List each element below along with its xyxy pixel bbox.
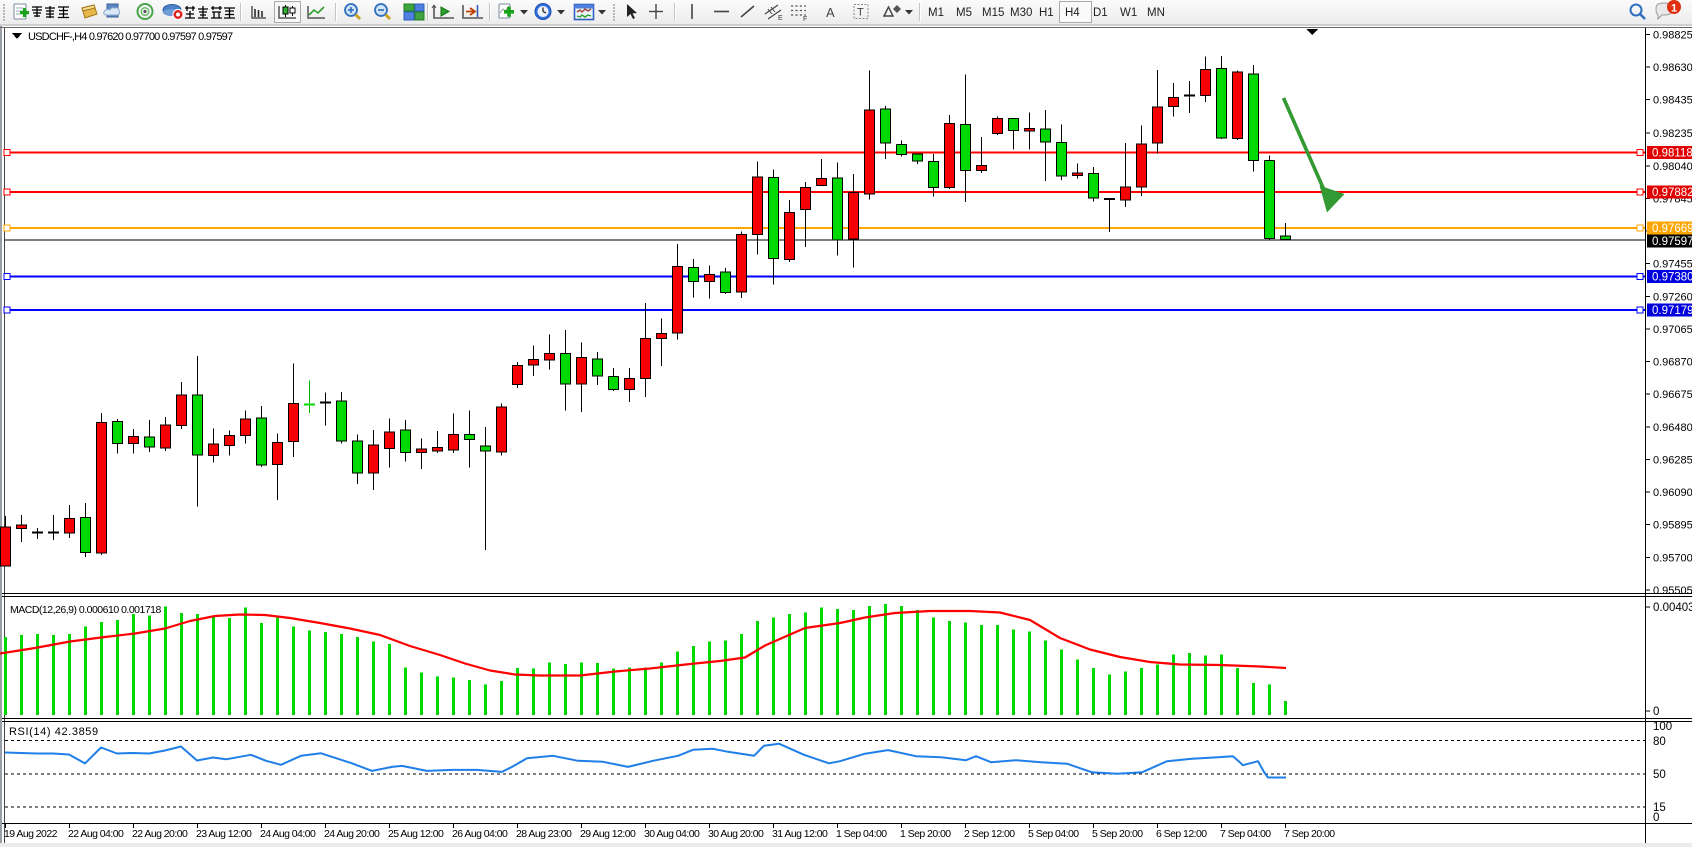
svg-text:50: 50 — [1653, 769, 1666, 781]
svg-text:22 Aug 20:00: 22 Aug 20:00 — [132, 828, 188, 840]
svg-text:30 Aug 20:00: 30 Aug 20:00 — [708, 828, 764, 840]
svg-text:0.98630: 0.98630 — [1653, 62, 1692, 74]
svg-text:5 Sep 20:00: 5 Sep 20:00 — [1092, 828, 1143, 840]
svg-text:0.97260: 0.97260 — [1653, 291, 1692, 303]
svg-text:E: E — [778, 15, 783, 22]
svg-text:0.98118: 0.98118 — [1652, 148, 1692, 160]
svg-text:7 Sep 20:00: 7 Sep 20:00 — [1284, 828, 1335, 840]
svg-text:USDCHF-,H4 0.97620 0.97700 0.: USDCHF-,H4 0.97620 0.97700 0.97597 0.975… — [28, 31, 233, 43]
svg-text:25 Aug 12:00: 25 Aug 12:00 — [388, 828, 444, 840]
svg-text:0.96285: 0.96285 — [1653, 454, 1692, 466]
svg-text:22 Aug 04:00: 22 Aug 04:00 — [68, 828, 124, 840]
svg-text:31 Aug 12:00: 31 Aug 12:00 — [772, 828, 828, 840]
svg-text:M1: M1 — [928, 7, 944, 19]
svg-text:0.97380: 0.97380 — [1652, 272, 1692, 284]
svg-text:5 Sep 04:00: 5 Sep 04:00 — [1028, 828, 1079, 840]
svg-text:0: 0 — [1653, 706, 1659, 718]
svg-text:0.96870: 0.96870 — [1653, 357, 1692, 369]
svg-text:H1: H1 — [1039, 7, 1054, 19]
svg-text:24 Aug 04:00: 24 Aug 04:00 — [260, 828, 316, 840]
svg-text:26 Aug 04:00: 26 Aug 04:00 — [452, 828, 508, 840]
svg-text:28 Aug 23:00: 28 Aug 23:00 — [516, 828, 572, 840]
svg-text:0.98825: 0.98825 — [1653, 30, 1692, 42]
svg-text:0.98040: 0.98040 — [1653, 161, 1692, 173]
svg-text:M15: M15 — [982, 7, 1004, 19]
svg-text:2 Sep 12:00: 2 Sep 12:00 — [964, 828, 1015, 840]
svg-text:1: 1 — [1671, 3, 1677, 15]
svg-text:MACD(12,26,9) 0.000610 0.00171: MACD(12,26,9) 0.000610 0.001718 — [10, 604, 162, 616]
svg-text:0.96675: 0.96675 — [1653, 389, 1692, 401]
svg-text:0: 0 — [1653, 812, 1659, 824]
svg-text:30 Aug 04:00: 30 Aug 04:00 — [644, 828, 700, 840]
svg-text:0.97597: 0.97597 — [1652, 236, 1692, 248]
svg-text:100: 100 — [1653, 721, 1672, 733]
svg-text:0.95700: 0.95700 — [1653, 552, 1692, 564]
svg-text:1 Sep 04:00: 1 Sep 04:00 — [836, 828, 887, 840]
svg-text:0.96480: 0.96480 — [1653, 422, 1692, 434]
svg-text:80: 80 — [1653, 736, 1666, 748]
svg-text:H4: H4 — [1065, 7, 1080, 19]
svg-text:0.96090: 0.96090 — [1653, 487, 1692, 499]
svg-text:0.00403: 0.00403 — [1653, 602, 1692, 614]
svg-text:W1: W1 — [1120, 7, 1137, 19]
svg-text:7 Sep 04:00: 7 Sep 04:00 — [1220, 828, 1271, 840]
svg-text:0.97179: 0.97179 — [1652, 305, 1692, 317]
svg-text:24 Aug 20:00: 24 Aug 20:00 — [324, 828, 380, 840]
svg-text:0.95505: 0.95505 — [1653, 585, 1692, 597]
svg-text:MN: MN — [1147, 7, 1165, 19]
svg-text:0.98235: 0.98235 — [1653, 128, 1692, 140]
svg-text:0.97455: 0.97455 — [1653, 259, 1692, 271]
svg-text:0.95895: 0.95895 — [1653, 520, 1692, 532]
svg-text:M30: M30 — [1010, 7, 1032, 19]
svg-text:D1: D1 — [1093, 7, 1108, 19]
svg-text:0.97669: 0.97669 — [1652, 223, 1692, 235]
svg-text:19 Aug 2022: 19 Aug 2022 — [4, 828, 58, 840]
svg-text:M5: M5 — [956, 7, 972, 19]
svg-text:T: T — [857, 7, 864, 19]
svg-text:23 Aug 12:00: 23 Aug 12:00 — [196, 828, 252, 840]
svg-text:29 Aug 12:00: 29 Aug 12:00 — [580, 828, 636, 840]
svg-text:0.97065: 0.97065 — [1653, 324, 1692, 336]
svg-text:A: A — [826, 5, 835, 20]
svg-text:1 Sep 20:00: 1 Sep 20:00 — [900, 828, 951, 840]
svg-text:0.98435: 0.98435 — [1653, 95, 1692, 107]
svg-text:F: F — [803, 16, 807, 23]
svg-text:15: 15 — [1653, 802, 1666, 814]
svg-text:0.97882: 0.97882 — [1652, 187, 1692, 199]
svg-text:6 Sep 12:00: 6 Sep 12:00 — [1156, 828, 1207, 840]
svg-text:RSI(14) 42.3859: RSI(14) 42.3859 — [9, 726, 99, 738]
